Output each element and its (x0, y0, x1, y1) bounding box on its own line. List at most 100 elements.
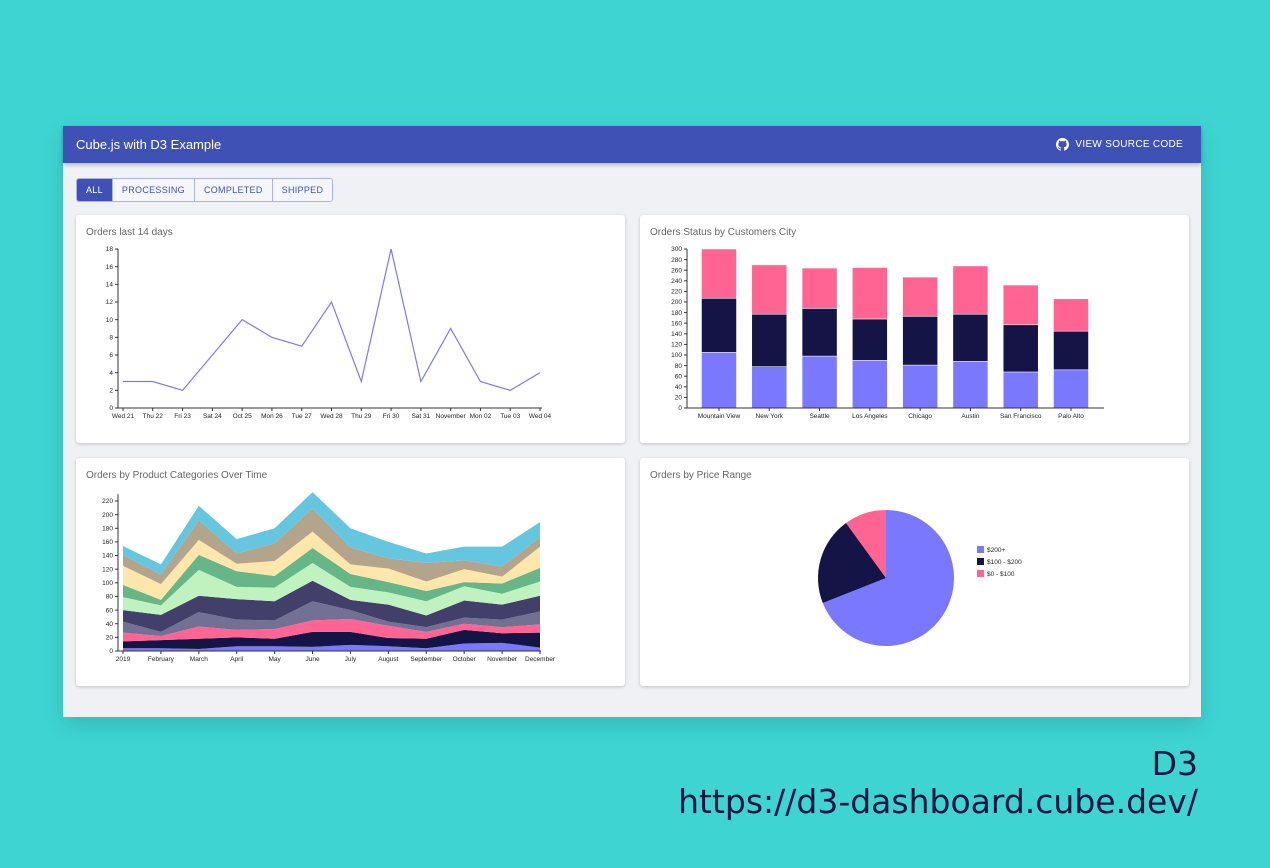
bar-segment (751, 366, 788, 409)
y-tick-label: 220 (671, 289, 682, 296)
bar-segment (952, 361, 989, 409)
tab-shipped[interactable]: SHIPPED (271, 179, 333, 201)
y-tick-label: 200 (102, 512, 113, 519)
y-tick-label: 0 (109, 648, 113, 655)
bar-segment (1053, 330, 1089, 371)
x-tick-label: New York (756, 413, 784, 420)
area-layer (123, 531, 540, 600)
line-chart-card: 0 2 4 6 8 10 12 14 16 18 Wed 21 Thu 22 Fri 23 Sat 24 O… (76, 215, 625, 443)
pie-slice (822, 510, 954, 646)
bar-segment (1002, 324, 1039, 373)
legend-swatch (977, 546, 984, 553)
tab-completed[interactable]: COMPLETED (193, 179, 272, 201)
x-tick-label: Tue 03 (500, 413, 520, 420)
view-source-button[interactable]: VIEW SOURCE CODE (1056, 138, 1183, 151)
bar-segment (852, 360, 888, 409)
y-tick-label: 180 (671, 310, 682, 317)
area-layer (123, 492, 540, 575)
x-tick-label: Fri 23 (174, 413, 191, 420)
bar-segment (1002, 284, 1039, 326)
y-tick-label: 2 (109, 388, 113, 395)
y-tick-label: 140 (102, 553, 113, 560)
y-tick-label: 16 (106, 264, 114, 271)
y-tick-label: 20 (106, 635, 114, 642)
x-tick-label: Mon 02 (470, 413, 492, 420)
x-tick-label: April (230, 656, 244, 663)
x-tick-label: Wed 21 (112, 413, 135, 420)
x-tick-label: March (190, 656, 208, 663)
x-tick-label: Sat 31 (411, 413, 430, 420)
x-tick-label: Wed 04 (529, 413, 552, 420)
x-tick-label: November (436, 413, 467, 420)
bar-segment (701, 298, 737, 353)
x-tick-label: May (268, 656, 281, 663)
x-tick-label: Seattle (809, 413, 830, 420)
line-chart: 0 2 4 6 8 10 12 14 16 18 Wed 21 Thu 22 Fri 23 Sat 24 O… (106, 246, 552, 420)
area-layer (123, 563, 540, 616)
y-tick-label: 140 (671, 331, 682, 338)
bar-segment (852, 267, 888, 320)
x-tick-label: July (345, 656, 357, 663)
y-tick-label: 60 (106, 607, 114, 614)
y-tick-label: 200 (671, 299, 682, 306)
y-tick-label: 40 (106, 621, 114, 628)
bar-segment (751, 313, 788, 367)
bar-chart-card: 0 20 40 60 80 100 120 140 160 180 200 220 240 260 280 3… (640, 215, 1189, 443)
orders-line (123, 248, 541, 392)
x-tick-label: Tue 27 (292, 413, 312, 420)
pie-slice (818, 522, 886, 604)
pie-chart-card: $200+ $100 - $200 $0 - $100 Orders by Pric… (640, 458, 1189, 686)
github-icon (1056, 138, 1070, 151)
area-layer (123, 618, 540, 642)
card-title: Orders by Price Range (650, 470, 752, 481)
card-title: Orders by Product Categories Over Time (86, 470, 268, 481)
x-tick-label: San Francisco (1000, 413, 1042, 420)
x-tick-label: Los Angeles (852, 413, 888, 420)
y-tick-label: 260 (671, 267, 682, 274)
app-window: Cube.js with D3 Example VIEW SOURCE CODE… (63, 126, 1201, 717)
view-source-label: VIEW SOURCE CODE (1075, 139, 1183, 150)
bar-segment (1053, 298, 1089, 332)
card-title: Orders last 14 days (86, 227, 173, 238)
y-tick-label: 20 (675, 395, 683, 402)
y-tick-label: 18 (106, 246, 114, 253)
footer: D3 https://d3-dashboard.cube.dev/ (678, 745, 1198, 821)
x-tick-label: Thu 22 (143, 413, 164, 420)
x-tick-label: Wed 28 (320, 413, 343, 420)
y-tick-label: 6 (109, 352, 113, 359)
bar-segment (902, 276, 938, 317)
y-tick-label: 40 (675, 384, 683, 391)
tab-all[interactable]: ALL (77, 179, 112, 201)
card-title: Orders Status by Customers City (650, 227, 797, 238)
y-tick-label: 100 (671, 352, 682, 359)
area-layer (123, 508, 540, 585)
y-tick-label: 60 (675, 373, 683, 380)
bar-segment (902, 364, 938, 409)
x-tick-label: June (305, 656, 319, 663)
x-tick-label: December (525, 656, 556, 663)
footer-url: https://d3-dashboard.cube.dev/ (678, 782, 1198, 821)
y-tick-label: 160 (671, 320, 682, 327)
area-layer (123, 601, 540, 636)
y-tick-label: 300 (671, 246, 682, 253)
area-chart: 0 20 40 60 80 100 120 140 160 180 200 220 2019 Februa… (102, 492, 556, 663)
app-title: Cube.js with D3 Example (76, 137, 222, 152)
pie-chart: $200+ $100 - $200 $0 - $100 (818, 510, 1022, 646)
y-tick-label: 160 (102, 539, 113, 546)
bar-segment (852, 318, 888, 361)
y-tick-label: 220 (102, 498, 113, 505)
area-layer (123, 548, 540, 606)
y-tick-label: 80 (675, 363, 683, 370)
x-tick-label: October (453, 656, 477, 663)
bar-segment (1002, 371, 1039, 409)
x-tick-label: Oct 25 (233, 413, 253, 420)
bar-segment (1053, 369, 1089, 409)
area-layer (123, 580, 540, 632)
y-tick-label: 12 (106, 299, 114, 306)
x-tick-label: Palo Alto (1058, 413, 1084, 420)
y-tick-label: 280 (671, 257, 682, 264)
tab-processing[interactable]: PROCESSING (111, 179, 194, 201)
y-tick-label: 120 (102, 566, 113, 573)
y-tick-label: 0 (678, 405, 682, 412)
area-layer (123, 629, 540, 649)
